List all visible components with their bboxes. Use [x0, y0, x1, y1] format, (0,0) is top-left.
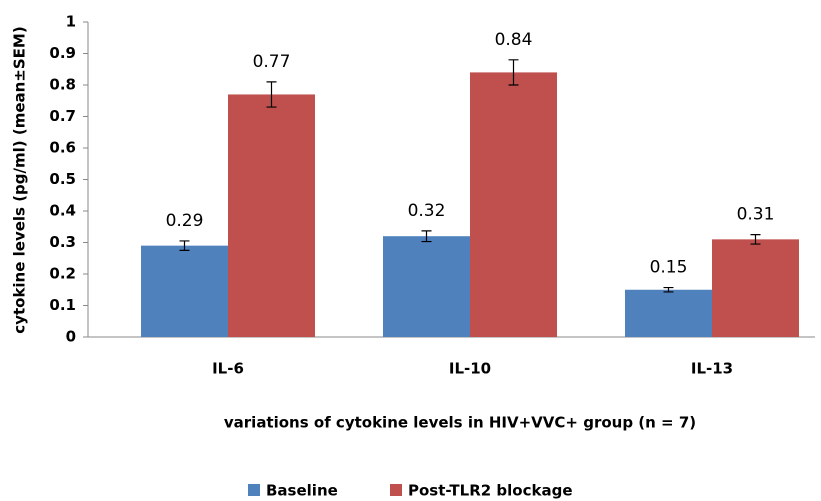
legend-swatch	[248, 484, 260, 496]
bar	[712, 239, 799, 337]
x-axis-title: variations of cytokine levels in HIV+VVC…	[224, 414, 696, 432]
bar	[228, 94, 315, 337]
x-tick-label: IL-10	[449, 360, 491, 378]
x-tick-label: IL-6	[212, 360, 244, 378]
error-bar	[508, 59, 519, 86]
y-tick-label: 0.4	[49, 202, 76, 220]
y-tick-label: 1	[66, 13, 76, 31]
legend-label: Baseline	[266, 482, 338, 500]
data-label: 0.15	[650, 258, 688, 278]
error-bar	[179, 240, 190, 251]
y-tick-label: 0.7	[49, 107, 76, 125]
error-bar	[266, 81, 277, 108]
y-tick-label: 0.8	[49, 76, 76, 94]
legend-label: Post-TLR2 blockage	[408, 482, 573, 500]
error-bar	[663, 286, 674, 293]
y-tick-label: 0.1	[49, 296, 76, 314]
bar	[625, 289, 712, 337]
y-tick-label: 0	[66, 328, 76, 346]
y-tick-label: 0.5	[49, 170, 76, 188]
y-tick-label: 0.9	[49, 44, 76, 62]
data-label: 0.32	[408, 201, 446, 221]
y-tick-label: 0.3	[49, 233, 76, 251]
error-bar	[750, 234, 761, 245]
data-label: 0.31	[737, 205, 775, 225]
data-label: 0.77	[253, 52, 291, 72]
legend-swatch	[390, 484, 402, 496]
data-label: 0.84	[495, 30, 533, 50]
error-bar	[421, 230, 432, 243]
bar	[470, 72, 557, 338]
bar	[141, 245, 228, 337]
data-label: 0.29	[166, 211, 204, 231]
bar	[383, 236, 470, 337]
y-axis-title: cytokine levels (pg/ml) (mean±SEM)	[11, 26, 29, 333]
x-tick-label: IL-13	[691, 360, 733, 378]
y-tick-label: 0.6	[49, 139, 76, 157]
y-tick-label: 0.2	[49, 265, 76, 283]
